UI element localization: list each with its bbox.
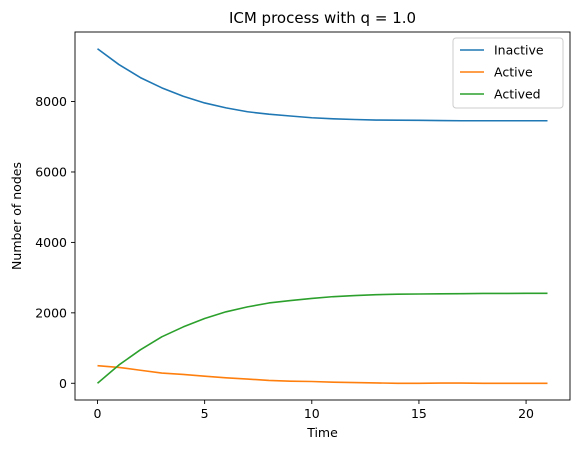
y-tick-label: 6000 xyxy=(35,164,67,179)
series-layer xyxy=(96,48,548,385)
x-tick-label: 5 xyxy=(201,406,209,421)
y-tick-label: 0 xyxy=(59,376,67,391)
x-tick-label: 15 xyxy=(411,406,427,421)
series-line-inactive xyxy=(97,48,548,122)
y-tick-label: 8000 xyxy=(35,94,67,109)
y-tick-label: 2000 xyxy=(35,305,67,320)
chart-title: ICM process with q = 1.0 xyxy=(229,9,416,27)
legend-label: Actived xyxy=(494,87,541,102)
x-axis-ticks: 0 5 10 15 20 xyxy=(94,400,534,421)
y-axis-ticks: 0 2000 4000 6000 8000 xyxy=(35,94,75,391)
x-tick-label: 20 xyxy=(518,406,534,421)
y-tick-label: 4000 xyxy=(35,235,67,250)
x-axis-label: Time xyxy=(306,425,338,440)
series-line-actived xyxy=(96,292,548,384)
legend: Inactive Active Actived xyxy=(452,37,564,109)
series-line-active xyxy=(97,364,548,385)
y-axis-label: Number of nodes xyxy=(9,162,24,270)
legend-label: Active xyxy=(494,65,533,80)
axes-frame xyxy=(74,31,571,401)
legend-box xyxy=(452,37,564,109)
x-tick-label: 10 xyxy=(304,406,320,421)
legend-label: Inactive xyxy=(494,43,544,58)
x-tick-label: 0 xyxy=(94,406,102,421)
